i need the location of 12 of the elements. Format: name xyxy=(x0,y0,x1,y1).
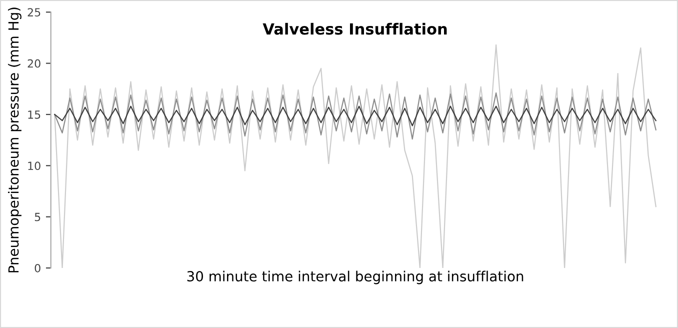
y-tick-label: 10 xyxy=(28,162,40,170)
y-tick-label: 5 xyxy=(34,212,40,222)
text: Valveless Insufflation xyxy=(262,22,447,35)
x-axis-title: 30 minute time interval beginning at insufflation xyxy=(187,270,524,284)
line-series xyxy=(54,92,656,140)
line-series xyxy=(54,44,656,268)
y-tick-label: 15 xyxy=(28,110,40,119)
y-axis-title: Pneumoperitoneum pressure (mm Hg) xyxy=(8,8,22,272)
y-tick-label: 0 xyxy=(34,264,40,272)
y-tick-label: 25 xyxy=(28,8,40,17)
y-tick-label: 20 xyxy=(28,59,40,68)
line-series xyxy=(54,106,656,126)
